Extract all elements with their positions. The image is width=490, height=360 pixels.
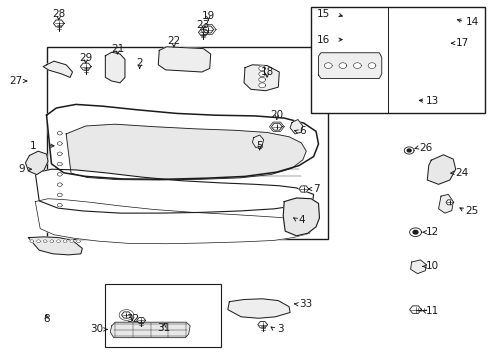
Polygon shape (76, 240, 80, 243)
Polygon shape (53, 20, 64, 27)
Polygon shape (57, 203, 62, 207)
Text: 14: 14 (466, 17, 479, 27)
Polygon shape (446, 200, 454, 205)
Polygon shape (80, 63, 91, 70)
Polygon shape (57, 142, 62, 145)
Polygon shape (410, 306, 421, 313)
Polygon shape (252, 135, 264, 148)
Polygon shape (413, 230, 418, 234)
Polygon shape (324, 63, 332, 68)
Text: 18: 18 (260, 67, 274, 77)
Text: 10: 10 (426, 261, 440, 271)
Polygon shape (57, 183, 62, 186)
Polygon shape (299, 186, 309, 192)
Text: 24: 24 (456, 168, 469, 178)
Polygon shape (259, 72, 266, 77)
Text: 33: 33 (299, 299, 312, 309)
Polygon shape (70, 240, 74, 243)
Polygon shape (423, 27, 436, 35)
Polygon shape (323, 21, 333, 27)
Text: 8: 8 (43, 314, 50, 324)
Text: 11: 11 (426, 306, 440, 316)
Polygon shape (259, 77, 266, 82)
Polygon shape (158, 47, 211, 72)
Polygon shape (439, 194, 453, 213)
Polygon shape (37, 240, 41, 243)
Polygon shape (318, 53, 382, 78)
Polygon shape (43, 61, 73, 77)
Text: 16: 16 (317, 35, 330, 45)
Polygon shape (43, 240, 47, 243)
Text: 12: 12 (426, 227, 440, 237)
Text: 17: 17 (456, 38, 469, 48)
Polygon shape (258, 321, 268, 328)
Polygon shape (35, 199, 311, 244)
Text: 22: 22 (167, 36, 181, 46)
Text: 13: 13 (426, 96, 440, 106)
Polygon shape (63, 240, 67, 243)
Polygon shape (404, 147, 414, 154)
Text: 27: 27 (9, 76, 22, 86)
Text: 19: 19 (201, 11, 215, 21)
Polygon shape (57, 131, 62, 135)
Text: 23: 23 (196, 20, 210, 30)
Polygon shape (271, 123, 282, 130)
Text: 5: 5 (256, 141, 263, 151)
Polygon shape (407, 149, 411, 152)
Text: 1: 1 (30, 141, 37, 151)
Polygon shape (259, 83, 266, 88)
Polygon shape (50, 240, 54, 243)
Polygon shape (411, 260, 426, 274)
Polygon shape (203, 26, 214, 33)
Text: 20: 20 (270, 110, 283, 120)
Text: 25: 25 (466, 206, 479, 216)
Polygon shape (110, 322, 190, 338)
Polygon shape (57, 162, 62, 166)
Text: 2: 2 (136, 58, 143, 68)
Polygon shape (57, 193, 62, 197)
Polygon shape (105, 52, 125, 83)
Text: 32: 32 (125, 314, 139, 324)
Text: 4: 4 (299, 215, 306, 225)
Polygon shape (423, 68, 436, 78)
Polygon shape (56, 240, 60, 243)
Bar (47, 47, 328, 239)
Polygon shape (228, 299, 290, 318)
Text: 9: 9 (18, 164, 24, 174)
Text: 26: 26 (419, 143, 432, 153)
Polygon shape (47, 104, 319, 179)
Polygon shape (57, 152, 62, 156)
Text: 7: 7 (314, 184, 320, 194)
Text: 21: 21 (111, 44, 124, 54)
Text: 31: 31 (157, 323, 171, 333)
Text: 30: 30 (90, 324, 103, 334)
Text: 3: 3 (277, 324, 284, 334)
Bar (105, 284, 220, 347)
Polygon shape (30, 240, 34, 243)
Polygon shape (290, 120, 303, 134)
Polygon shape (426, 71, 432, 75)
Polygon shape (427, 155, 456, 184)
Polygon shape (244, 65, 279, 91)
Text: 6: 6 (299, 126, 306, 136)
Polygon shape (259, 66, 266, 71)
Polygon shape (354, 63, 361, 68)
Polygon shape (28, 237, 82, 255)
Polygon shape (122, 312, 131, 318)
Text: 28: 28 (52, 9, 66, 19)
Polygon shape (35, 169, 314, 213)
Bar (311, 7, 485, 113)
Polygon shape (368, 63, 376, 68)
Text: 29: 29 (79, 53, 93, 63)
Polygon shape (137, 318, 146, 323)
Polygon shape (66, 124, 306, 180)
Polygon shape (339, 63, 347, 68)
Text: 15: 15 (317, 9, 330, 19)
Polygon shape (410, 228, 421, 237)
Polygon shape (198, 29, 208, 36)
Polygon shape (57, 172, 62, 176)
Polygon shape (283, 198, 319, 236)
Polygon shape (25, 151, 48, 175)
